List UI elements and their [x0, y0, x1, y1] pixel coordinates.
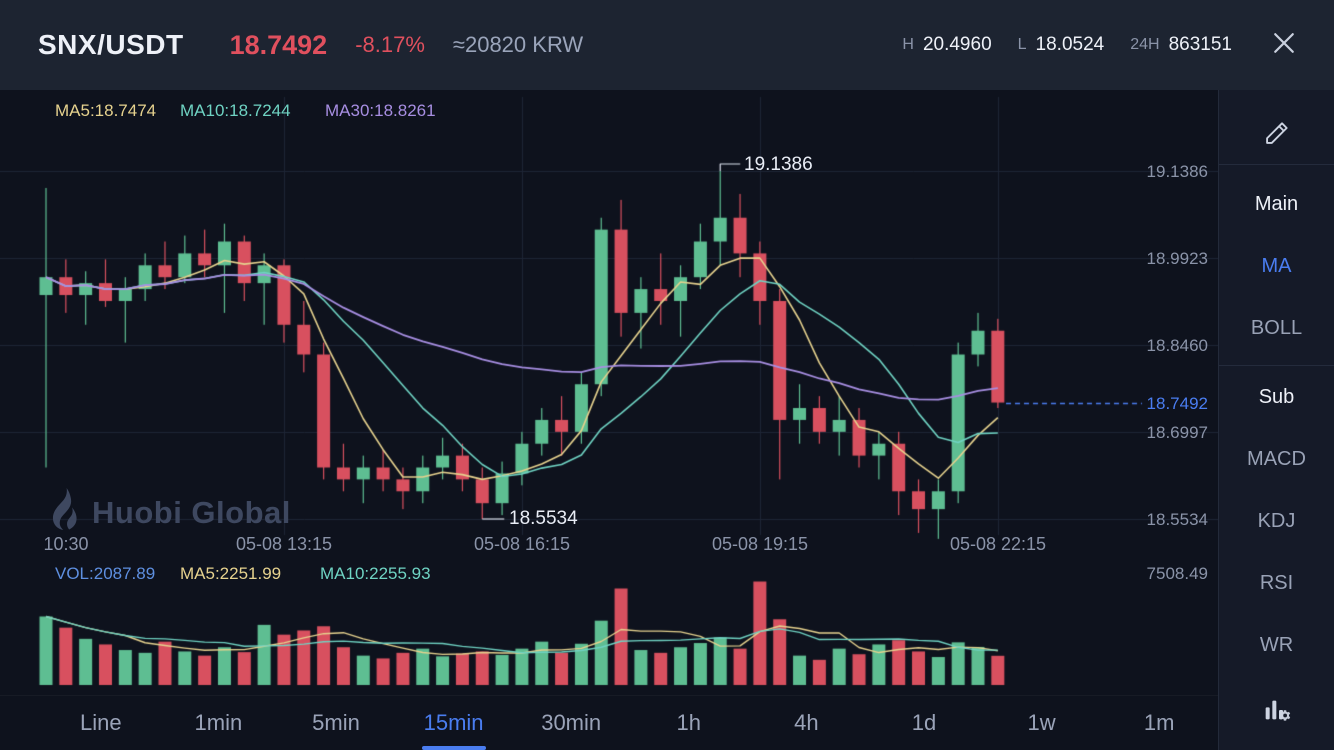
sidebar-divider [1219, 365, 1334, 366]
price-change-percent: -8.17% [355, 32, 425, 57]
indicator-settings-button[interactable] [1219, 680, 1334, 744]
tab-4h[interactable]: 4h [794, 710, 819, 735]
tab-30min[interactable]: 30min [541, 710, 602, 735]
tab-1min[interactable]: 1min [194, 710, 243, 735]
candlestick-chart[interactable] [0, 90, 1218, 695]
high-label: H [902, 36, 914, 53]
close-button[interactable] [1252, 13, 1316, 77]
sub-indicator-section-label: Sub [1258, 385, 1295, 408]
pencil-icon [1263, 119, 1291, 152]
chart-panel: MA5:18.7474 MA10:18.7244 MA30:18.8261 19… [0, 90, 1218, 695]
tab-5min[interactable]: 5min [312, 710, 360, 735]
draw-tool-button[interactable] [1219, 106, 1334, 164]
fiat-equivalent: ≈20820 KRW [452, 32, 584, 57]
indicator-sidebar: Main MA BOLL Sub MACD KDJ RSI WR [1218, 90, 1334, 750]
low-value: 18.0524 [1035, 34, 1105, 55]
tab-line[interactable]: Line [80, 710, 122, 735]
main-indicator-section-label: Main [1254, 192, 1299, 215]
header: SNX/USDT 18.7492 -8.17% ≈20820 KRW H 20.… [0, 0, 1334, 90]
last-price: 18.7492 [229, 29, 328, 60]
sidebar-item-boll[interactable]: BOLL [1250, 316, 1303, 339]
sidebar-divider [1219, 164, 1334, 165]
tab-15min[interactable]: 15min [395, 696, 513, 750]
volume-24h-value: 863151 [1168, 34, 1232, 55]
sidebar-item-kdj[interactable]: KDJ [1257, 509, 1296, 532]
interval-tabbar: Line 1min 5min 15min 30min 1h 4h 1d 1w 1… [0, 695, 1218, 750]
tab-1m[interactable]: 1m [1143, 710, 1175, 735]
pair-title: SNX/USDT [38, 29, 184, 60]
sidebar-item-ma[interactable]: MA [1261, 254, 1292, 277]
volume-24h-label: 24H [1130, 36, 1160, 53]
low-label: L [1017, 36, 1027, 53]
tab-1h[interactable]: 1h [676, 710, 701, 735]
high-low-volume-group: H 20.4960 L 18.0524 24H 863151 [902, 34, 1232, 56]
tab-1d[interactable]: 1d [911, 710, 937, 735]
sidebar-item-wr[interactable]: WR [1259, 633, 1294, 656]
sidebar-item-rsi[interactable]: RSI [1259, 571, 1294, 594]
close-icon [1269, 28, 1299, 63]
sidebar-item-macd[interactable]: MACD [1247, 447, 1306, 470]
high-value: 20.4960 [922, 34, 992, 55]
tab-1w[interactable]: 1w [1027, 710, 1056, 735]
chart-settings-icon [1261, 694, 1293, 731]
